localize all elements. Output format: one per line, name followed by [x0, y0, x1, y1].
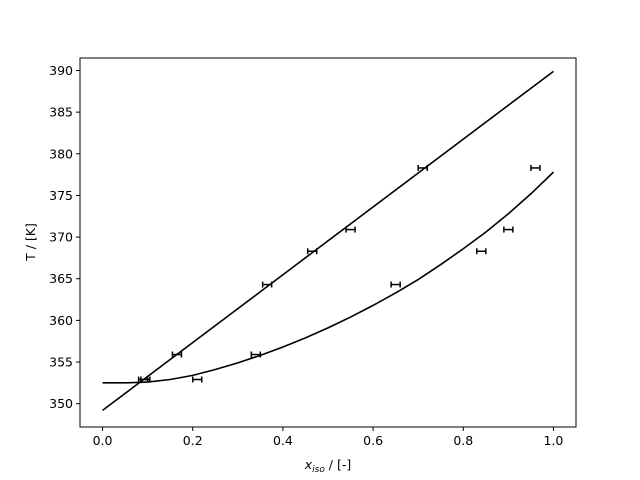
error-bar-point [345, 226, 356, 233]
x-axis-label-main: x [304, 457, 313, 472]
error-bar-point [191, 376, 203, 383]
error-bar-point [306, 248, 318, 255]
y-axis-label: T / [K] [23, 223, 38, 262]
x-tick-label: 0.2 [183, 433, 203, 448]
series-line-2 [102, 171, 555, 384]
x-tick-label: 0.6 [363, 433, 383, 448]
plot-area [102, 70, 555, 411]
y-tick-label: 355 [49, 355, 73, 370]
x-axis: 0.0 0.2 0.4 0.6 0.8 1.0 [93, 427, 564, 448]
error-bar-point [503, 226, 514, 233]
error-bar-point [261, 281, 273, 288]
error-bar-point [171, 351, 183, 358]
error-bar-point [530, 164, 541, 171]
x-axis-label-rest: / [-] [325, 457, 351, 472]
y-tick-label: 370 [49, 230, 73, 245]
y-tick-label: 385 [49, 105, 73, 120]
y-tick-label: 350 [49, 396, 73, 411]
x-axis-label-sub: iso [312, 465, 325, 475]
y-tick-label: 380 [49, 146, 73, 161]
y-tick-label: 365 [49, 271, 73, 286]
series-line-1 [102, 70, 554, 411]
x-tick-label: 0.0 [93, 433, 113, 448]
x-axis-label: xiso / [-] [304, 457, 352, 475]
error-bar-point [417, 164, 428, 171]
x-tick-label: 0.4 [273, 433, 293, 448]
y-tick-label: 375 [49, 188, 73, 203]
plot-frame [79, 57, 577, 428]
y-axis: 350 355 360 365 370 375 380 385 390 [49, 63, 80, 411]
y-tick-label: 390 [49, 63, 73, 78]
y-tick-label: 360 [49, 313, 73, 328]
error-bar-point [250, 351, 262, 358]
x-tick-label: 0.8 [453, 433, 473, 448]
error-bar-point [390, 281, 401, 288]
error-bar-point [140, 376, 151, 383]
x-tick-label: 1.0 [544, 433, 564, 448]
error-bar-point [476, 248, 487, 255]
